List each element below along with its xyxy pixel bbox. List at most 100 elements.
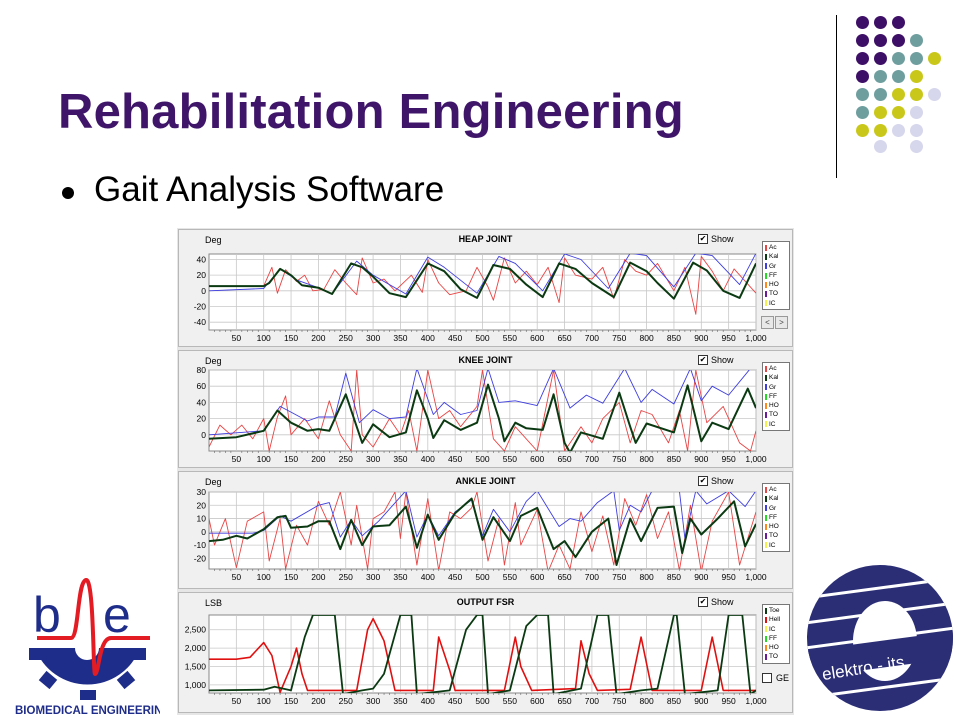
legend-label: Hell xyxy=(769,616,781,624)
legend-label: Kal xyxy=(769,495,779,503)
series-group xyxy=(209,254,756,315)
decorative-dot xyxy=(910,106,923,119)
y-tick-label: 40 xyxy=(197,397,207,407)
y-tick-label: -40 xyxy=(194,317,207,327)
show-checkbox[interactable]: ✔ Show xyxy=(698,597,734,607)
y-tick-label: 20 xyxy=(197,414,207,424)
decorative-dot xyxy=(874,16,887,29)
y-tick-label: -20 xyxy=(194,301,207,311)
x-tick-label: 550 xyxy=(503,572,517,582)
legend-swatch xyxy=(765,495,767,502)
y-tick-label: 80 xyxy=(197,365,207,375)
decorative-dot xyxy=(892,52,905,65)
decorative-dot xyxy=(928,88,941,101)
show-checkbox[interactable]: ✔ Show xyxy=(698,355,734,365)
legend-swatch xyxy=(765,626,767,633)
bullet-text: Gait Analysis Software xyxy=(94,170,445,209)
y-axis-unit: LSB xyxy=(205,598,223,608)
series-line-kal xyxy=(209,497,756,566)
series-line-gr xyxy=(209,370,750,436)
checkbox-icon[interactable]: ✔ xyxy=(698,476,708,486)
checkbox-icon[interactable]: ✔ xyxy=(698,234,708,244)
x-tick-label: 500 xyxy=(475,696,489,706)
elektro-its-logo: elektro - its xyxy=(807,565,953,711)
ge-label: GE xyxy=(776,673,790,683)
x-tick-label: 250 xyxy=(339,454,353,464)
x-tick-label: 150 xyxy=(284,696,298,706)
legend-item: Ac xyxy=(763,485,789,494)
x-tick-label: 500 xyxy=(475,572,489,582)
legend-item: IC xyxy=(763,541,789,550)
decorative-dot xyxy=(910,140,923,153)
y-axis-unit: Deg xyxy=(205,235,222,245)
bme-logo-text: BIOMEDICAL ENGINEERING ITS xyxy=(15,705,160,716)
scroll-right-button[interactable]: > xyxy=(775,316,788,329)
show-label: Show xyxy=(711,476,734,486)
chart-title: KNEE JOINT xyxy=(458,355,513,365)
legend-item: TO xyxy=(763,652,789,661)
legend-item: HO xyxy=(763,401,789,410)
x-tick-label: 400 xyxy=(421,572,435,582)
x-tick-label: 200 xyxy=(311,454,325,464)
legend-label: FF xyxy=(769,513,777,521)
x-tick-label: 100 xyxy=(257,333,271,343)
x-tick-label: 550 xyxy=(503,454,517,464)
x-tick-label: 600 xyxy=(530,696,544,706)
scroll-buttons: < > xyxy=(761,316,788,329)
scroll-left-button[interactable]: < xyxy=(761,316,774,329)
decorative-dot xyxy=(874,124,887,137)
checkbox-icon[interactable] xyxy=(762,673,772,683)
show-checkbox[interactable]: ✔ Show xyxy=(698,234,734,244)
decorative-dot xyxy=(910,124,923,137)
divider-line xyxy=(836,15,837,178)
ge-checkbox[interactable]: GE xyxy=(762,673,789,683)
y-tick-label: 20 xyxy=(197,270,207,280)
checkbox-icon[interactable]: ✔ xyxy=(698,597,708,607)
decorative-dot xyxy=(910,70,923,83)
x-tick-label: 800 xyxy=(640,333,654,343)
decorative-dot xyxy=(856,106,869,119)
decorative-dot xyxy=(856,124,869,137)
legend-label: Kal xyxy=(769,374,779,382)
x-tick-label: 300 xyxy=(366,572,380,582)
series-group xyxy=(209,615,756,693)
x-tick-label: 700 xyxy=(585,572,599,582)
legend-item: TO xyxy=(763,531,789,540)
series-group xyxy=(209,492,756,569)
chart-panel-ankle-joint: Deg ANKLE JOINT ✔ Show 50 100 150 200 250 300 35… xyxy=(178,471,793,589)
show-checkbox[interactable]: ✔ Show xyxy=(698,476,734,486)
checkbox-icon[interactable]: ✔ xyxy=(698,355,708,365)
x-tick-label: 250 xyxy=(339,572,353,582)
show-label: Show xyxy=(711,234,734,244)
y-tick-label: 0 xyxy=(201,286,206,296)
x-tick-label: 350 xyxy=(393,696,407,706)
x-tick-label: 350 xyxy=(393,333,407,343)
x-tick-label: 150 xyxy=(284,572,298,582)
legend-swatch xyxy=(765,523,767,530)
x-tick-label: 50 xyxy=(232,333,242,343)
x-tick-label: 850 xyxy=(667,572,681,582)
x-tick-label: 300 xyxy=(366,333,380,343)
x-tick-label: 500 xyxy=(475,454,489,464)
legend-swatch xyxy=(765,384,767,391)
x-tick-label: 500 xyxy=(475,333,489,343)
x-tick-label: 300 xyxy=(366,696,380,706)
decorative-dot xyxy=(910,88,923,101)
y-tick-label: 40 xyxy=(197,254,207,264)
legend-swatch xyxy=(765,402,767,409)
chart-legend: Toe Hell IC FF HO TO xyxy=(762,604,790,664)
legend-label: FF xyxy=(769,634,777,642)
bullet-icon xyxy=(62,187,74,199)
legend-swatch xyxy=(765,412,767,419)
legend-item: HO xyxy=(763,280,789,289)
x-tick-label: 850 xyxy=(667,696,681,706)
legend-label: Gr xyxy=(769,383,777,391)
x-tick-label: 700 xyxy=(585,333,599,343)
x-tick-label: 900 xyxy=(694,454,708,464)
bme-logo: b e BIOMEDICAL ENGINEERING ITS xyxy=(15,577,160,716)
x-tick-label: 750 xyxy=(612,454,626,464)
chart-panel-heap-joint: Deg HEAP JOINT ✔ Show 50 100 150 200 250 300 350… xyxy=(178,229,793,347)
y-tick-label: 10 xyxy=(197,514,207,524)
series-line-toe xyxy=(209,615,756,693)
legend-label: HO xyxy=(769,281,779,289)
